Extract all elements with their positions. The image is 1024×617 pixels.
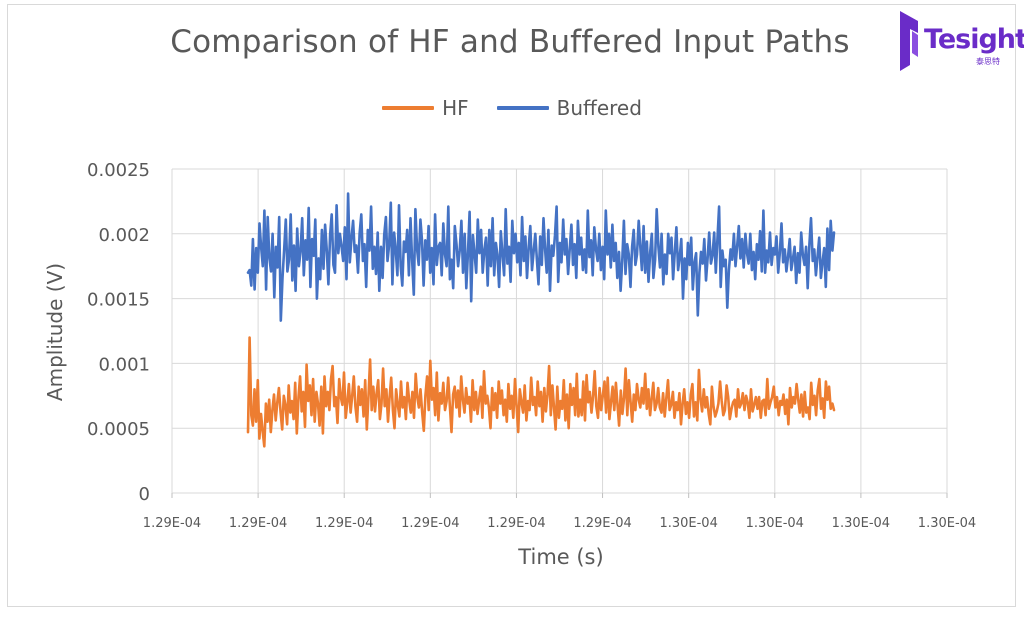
legend-label-hf: HF (442, 96, 469, 120)
chart-frame (7, 4, 1016, 607)
x-tick-label: 1.29E-04 (401, 516, 459, 531)
legend-swatch-hf (382, 106, 435, 110)
logo-subtitle: 泰思特 (976, 57, 1000, 66)
series-line-hf (246, 336, 836, 448)
x-tick-label: 1.29E-04 (229, 516, 287, 531)
legend-item-hf[interactable]: HF (382, 96, 469, 120)
x-tick-labels: 1.29E-04 1.29E-04 1.29E-04 1.29E-04 1.29E-04… (143, 516, 976, 531)
legend-swatch-buffered (496, 106, 549, 110)
brand-logo: Tesight 泰思特 (896, 9, 1024, 71)
chart-legend: HF Buffered (0, 96, 1024, 120)
x-tick-label: 1.30E-04 (746, 516, 804, 531)
y-tick-labels: 0 0.0005 0.001 0.0015 0.002 0.0025 (87, 160, 150, 505)
x-axis-label: Time (s) (518, 545, 604, 569)
logo-mark-icon (900, 11, 918, 71)
y-tick-label: 0.002 (98, 225, 150, 246)
series-lines (246, 192, 836, 448)
gridlines (171, 168, 948, 498)
legend-item-buffered[interactable]: Buffered (496, 96, 642, 120)
x-tick-label: 1.29E-04 (143, 516, 201, 531)
x-tick-label: 1.30E-04 (832, 516, 890, 531)
y-tick-label: 0 (139, 484, 150, 505)
x-tick-label: 1.29E-04 (315, 516, 373, 531)
x-tick-label: 1.30E-04 (918, 516, 976, 531)
x-tick-label: 1.30E-04 (659, 516, 717, 531)
x-tick-label: 1.29E-04 (487, 516, 545, 531)
x-tick-label: 1.29E-04 (573, 516, 631, 531)
logo-wordmark: Tesight (924, 24, 1024, 55)
chart-title: Comparison of HF and Buffered Input Path… (170, 24, 850, 60)
series-line-buffered (246, 192, 836, 322)
y-tick-label: 0.0005 (87, 419, 150, 440)
y-tick-label: 0.001 (98, 354, 150, 375)
y-tick-label: 0.0015 (87, 290, 150, 311)
legend-label-buffered: Buffered (556, 96, 642, 120)
y-tick-label: 0.0025 (87, 160, 150, 181)
